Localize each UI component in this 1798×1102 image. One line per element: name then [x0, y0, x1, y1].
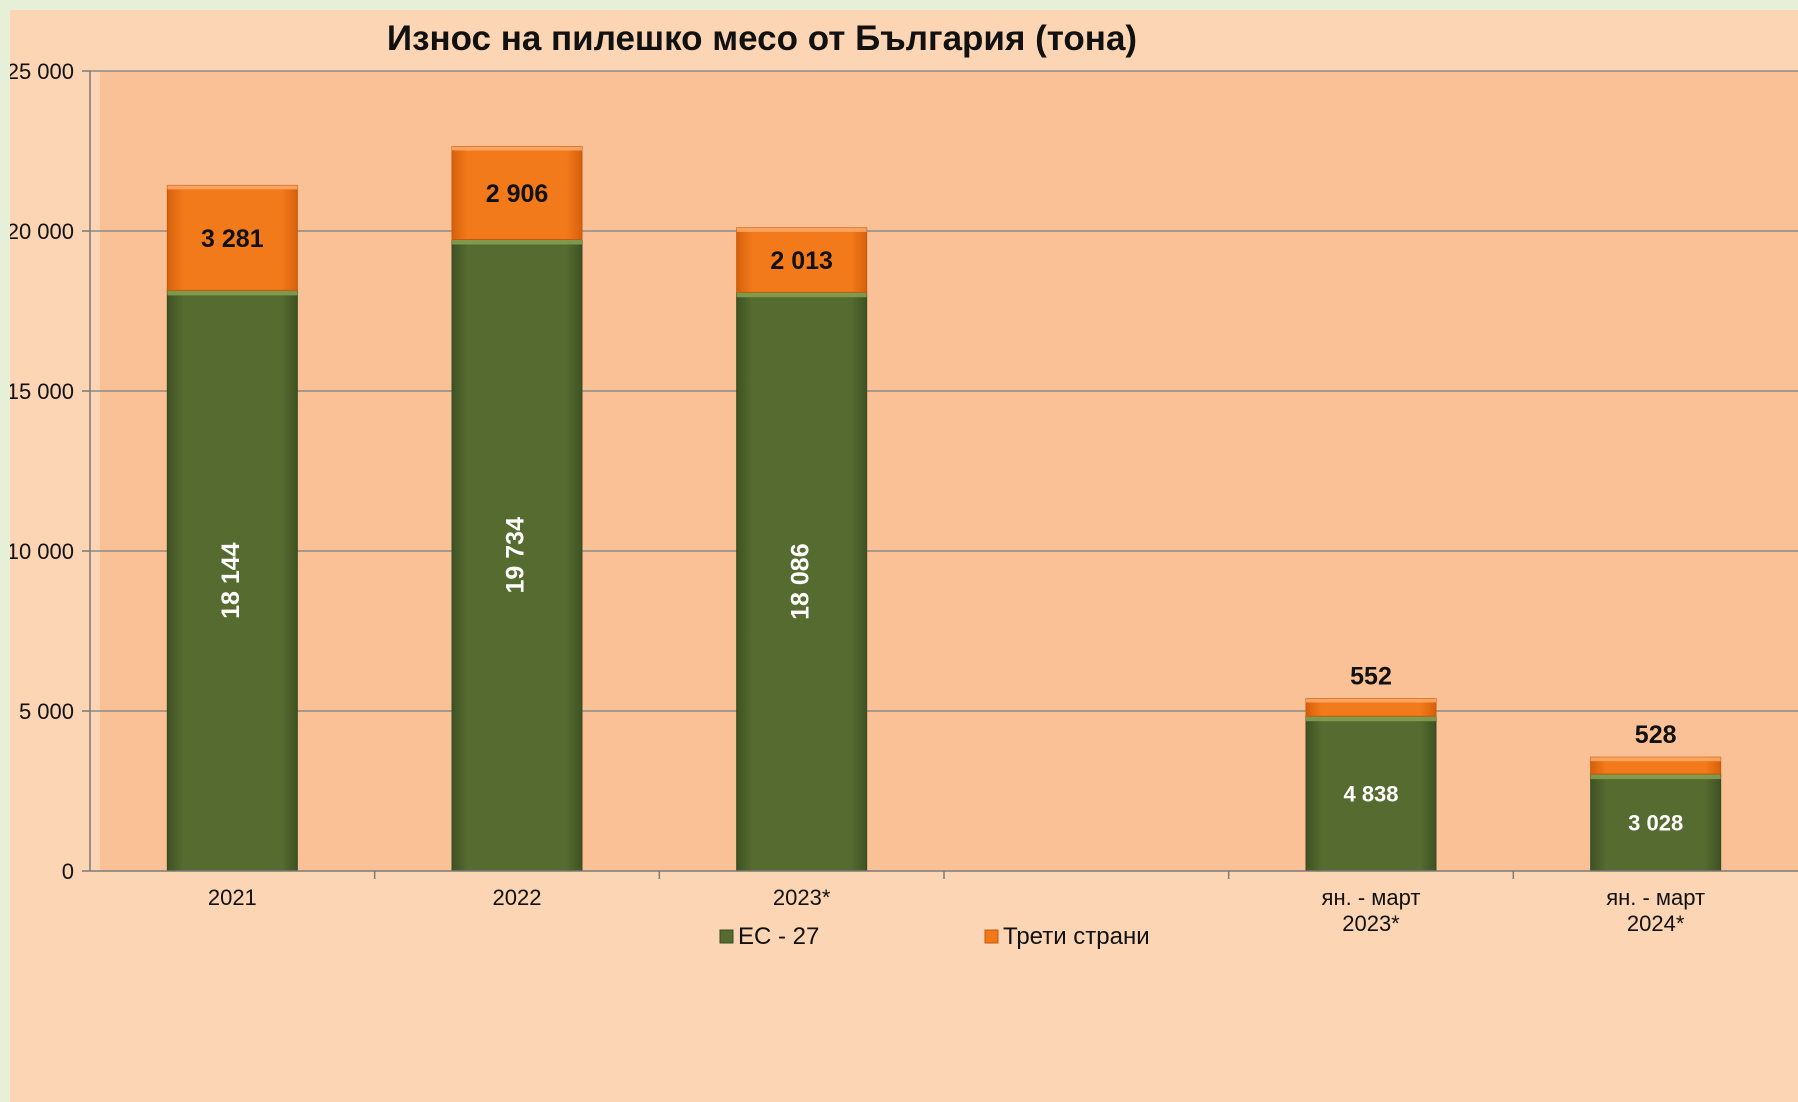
legend-item-third-countries: Трети страни [984, 923, 1150, 950]
bar-third-countries [736, 227, 868, 293]
y-tick-label: 10 000 [10, 539, 74, 564]
data-label-eu27: 3 028 [1628, 811, 1683, 836]
y-tick-label: 0 [62, 859, 74, 884]
bar-third-countries-bevel [1306, 698, 1436, 703]
bars: 18 144 3 281 19 734 2 906 18 086 2 013 4 838 55… [166, 146, 1722, 872]
y-tick-label: 25 000 [10, 59, 74, 84]
bar-eu27-bevel [452, 239, 582, 245]
bar-eu27 [1590, 773, 1722, 872]
data-label-third-countries: 552 [1350, 663, 1392, 691]
bar-group: 18 144 3 281 [166, 184, 298, 872]
x-tick-label: ян. - март [1606, 885, 1705, 910]
y-axis: 0 5 000 10 000 15 000 20 000 25 000 [10, 59, 91, 884]
x-tick-label: 2023* [1342, 911, 1400, 936]
legend-label: Трети страни [1003, 923, 1150, 950]
plot-area [100, 71, 1798, 871]
x-tick-label: 2021 [208, 885, 257, 910]
y-tick-label: 5 000 [19, 699, 74, 724]
data-label-third-countries: 2 013 [770, 247, 833, 275]
bar-group: 19 734 2 906 [451, 146, 583, 872]
chart-area: Износ на пилешко месо от България (тона)… [10, 10, 1798, 1102]
chart-svg: Износ на пилешко месо от България (тона)… [10, 19, 1798, 950]
legend-swatch [719, 929, 734, 944]
data-label-eu27: 4 838 [1343, 782, 1398, 807]
bar-group: 18 086 2 013 [736, 227, 868, 872]
grid [90, 70, 1798, 712]
legend: ЕС - 27 Трети страни [719, 923, 1150, 950]
data-label-eu27: 18 144 [217, 542, 245, 619]
chart-title: Износ на пилешко месо от България (тона) [387, 19, 1137, 58]
y-tick-label: 15 000 [10, 379, 74, 404]
data-label-third-countries: 528 [1635, 721, 1677, 749]
data-label-third-countries: 3 281 [201, 225, 264, 253]
legend-item-eu27: ЕС - 27 [719, 923, 819, 950]
bar-third-countries-bevel [1590, 757, 1721, 762]
data-label-third-countries: 2 906 [486, 180, 549, 208]
x-tick-label: 2022 [493, 885, 542, 910]
y-tick-label: 20 000 [10, 219, 74, 244]
data-label-eu27: 18 086 [786, 543, 814, 619]
bar-third-countries-bevel [452, 146, 582, 151]
legend-label: ЕС - 27 [738, 923, 819, 950]
legend-swatch [984, 929, 999, 944]
bar-eu27-bevel [736, 292, 867, 298]
bar-third-countries-bevel [167, 185, 298, 190]
data-label-eu27: 19 734 [502, 517, 530, 594]
bar-third-countries [451, 146, 583, 241]
x-tick-label: ян. - март [1322, 885, 1421, 910]
bar-eu27 [1305, 715, 1437, 872]
bar-group: 4 838 552 [1305, 663, 1437, 872]
bar-eu27-bevel [1590, 774, 1721, 780]
bar-third-countries [166, 184, 298, 291]
bar-eu27 [166, 289, 298, 872]
bar-eu27 [451, 239, 583, 872]
x-tick-label: 2023* [773, 885, 831, 910]
x-tick-label: 2024* [1627, 911, 1685, 936]
bar-eu27-bevel [167, 290, 298, 296]
bar-third-countries-bevel [736, 227, 867, 232]
bar-eu27-bevel [1306, 716, 1436, 722]
bar-group: 3 028 528 [1590, 721, 1722, 872]
